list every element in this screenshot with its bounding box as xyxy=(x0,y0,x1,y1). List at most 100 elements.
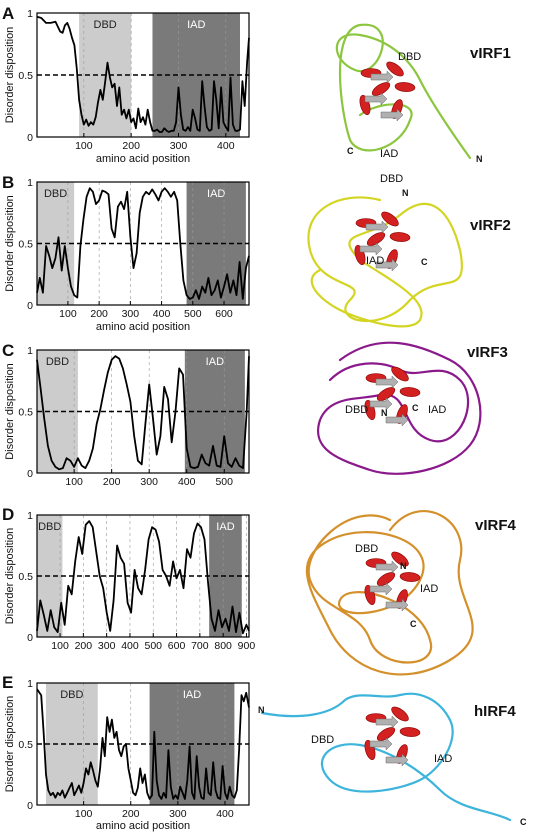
y-axis-title: Disorder disposition xyxy=(4,363,16,460)
structure-label-dbd: DBD xyxy=(345,404,368,416)
coil-trace xyxy=(317,341,482,475)
region-label: IAD xyxy=(207,188,225,200)
region-label: DBD xyxy=(60,689,83,701)
x-axis-title: amino acid position xyxy=(96,820,190,832)
y-tick-label: 0.5 xyxy=(18,70,33,82)
protein-name: vIRF3 xyxy=(467,344,508,361)
panel-letter: E xyxy=(2,673,13,692)
sheet-shape xyxy=(375,560,399,574)
region-label: IAD xyxy=(187,19,205,31)
x-tick-label: 700 xyxy=(191,640,209,652)
helix-shape xyxy=(389,232,411,242)
structure-label-dbd: DBD xyxy=(311,734,334,746)
x-tick-label: 100 xyxy=(65,476,83,488)
helix-shape xyxy=(376,727,396,741)
n-terminus-label: N xyxy=(381,408,388,418)
helix-shape xyxy=(399,387,421,397)
helix-shape xyxy=(399,727,421,737)
helix-shape xyxy=(371,82,391,96)
sheet-shape xyxy=(369,737,393,751)
sheet-shape xyxy=(375,375,399,389)
y-tick-label: 0.5 xyxy=(18,571,33,583)
n-terminus-label: N xyxy=(258,705,265,715)
region-label: DBD xyxy=(94,19,117,31)
x-tick-label: 500 xyxy=(184,308,202,320)
helix-shape xyxy=(376,387,396,401)
x-tick-label: 300 xyxy=(122,308,140,320)
helix-shape xyxy=(394,82,416,92)
c-terminus-label: C xyxy=(410,619,417,629)
region-label: DBD xyxy=(38,521,61,533)
protein-name: vIRF2 xyxy=(470,217,511,234)
x-tick-label: 200 xyxy=(75,640,93,652)
structure-label-dbd: DBD xyxy=(398,51,421,63)
coil-trace xyxy=(307,196,463,328)
x-tick-label: 500 xyxy=(215,476,233,488)
y-axis-title: Disorder disposition xyxy=(4,195,16,292)
structure-vIRF4: vIRF4 DBD IAD N C xyxy=(305,510,517,676)
structure-vIRF1: vIRF1 DBD IAD N C xyxy=(335,23,511,164)
c-terminus-label: C xyxy=(520,817,527,827)
sheet-shape xyxy=(369,397,393,411)
x-tick-label: 600 xyxy=(168,640,186,652)
region-label: DBD xyxy=(44,188,67,200)
helix-shape xyxy=(391,706,409,722)
x-tick-label: 300 xyxy=(140,476,158,488)
panel-letter: D xyxy=(2,505,14,524)
x-tick-label: 200 xyxy=(103,476,121,488)
sheet-shape xyxy=(385,753,409,767)
x-tick-label: 400 xyxy=(216,808,234,820)
structure-hIRF4: hIRF4 DBD IAD N C xyxy=(258,692,527,827)
x-tick-label: 200 xyxy=(90,308,108,320)
chart-panel-E: E DBD IAD 100 200 300 400 0 0.5 1 amino acid posit… xyxy=(2,673,250,832)
sheet-shape xyxy=(370,70,394,84)
disorder-line xyxy=(36,688,250,800)
y-tick-label: 0 xyxy=(27,800,33,812)
protein-name: hIRF4 xyxy=(474,703,516,720)
y-axis-title: Disorder disposition xyxy=(4,27,16,124)
disorder-line xyxy=(36,15,250,133)
sheet-shape xyxy=(369,582,393,596)
n-terminus-label: N xyxy=(476,154,483,164)
coil-trace xyxy=(260,692,512,822)
sheet-shape xyxy=(359,242,383,256)
x-tick-label: 300 xyxy=(169,808,187,820)
y-tick-label: 1 xyxy=(27,8,33,20)
x-tick-label: 300 xyxy=(98,640,116,652)
structure-label-iad: IAD xyxy=(380,148,398,160)
structure-vIRF2: vIRF2 DBD IAD N C xyxy=(307,173,511,328)
chart-panel-D: D DBD IAD 100 200 300 400 500 600 700 800 900 0 0.5 1D… xyxy=(2,505,255,652)
structure-label-iad: IAD xyxy=(420,583,438,595)
sheet-shape xyxy=(375,715,399,729)
helix-shape xyxy=(391,366,409,382)
y-tick-label: 0.5 xyxy=(18,739,33,751)
y-tick-label: 1 xyxy=(27,177,33,189)
x-tick-label: 800 xyxy=(214,640,232,652)
structure-vIRF3: vIRF3 DBD IAD N C xyxy=(317,341,508,475)
x-tick-label: 100 xyxy=(75,140,93,152)
structure-label-iad: IAD xyxy=(434,753,452,765)
panel-letter: C xyxy=(2,341,14,360)
sheet-shape xyxy=(385,413,409,427)
coil-trace xyxy=(305,510,474,676)
x-axis-title: amino acid position xyxy=(96,153,190,165)
x-tick-label: 100 xyxy=(51,640,69,652)
x-tick-label: 400 xyxy=(153,308,171,320)
x-tick-label: 500 xyxy=(144,640,162,652)
disorder-line xyxy=(36,355,250,471)
x-tick-label: 200 xyxy=(122,808,140,820)
helix-shape xyxy=(381,211,399,227)
c-terminus-label: C xyxy=(412,403,419,413)
disorder-line xyxy=(36,187,250,300)
y-tick-label: 0 xyxy=(27,132,33,144)
x-tick-label: 900 xyxy=(238,640,256,652)
panel-letter: A xyxy=(2,4,14,23)
disorder-line xyxy=(36,520,250,635)
x-tick-label: 400 xyxy=(121,640,139,652)
structure-label-iad: IAD xyxy=(428,404,446,416)
coil-trace xyxy=(335,23,472,160)
y-tick-label: 1 xyxy=(27,678,33,690)
chart-panel-A: A DBD IAD 100 200 300 400 0 0.5 1 amino acid posit… xyxy=(2,4,250,165)
n-terminus-label: N xyxy=(402,188,409,198)
x-tick-label: 600 xyxy=(215,308,233,320)
